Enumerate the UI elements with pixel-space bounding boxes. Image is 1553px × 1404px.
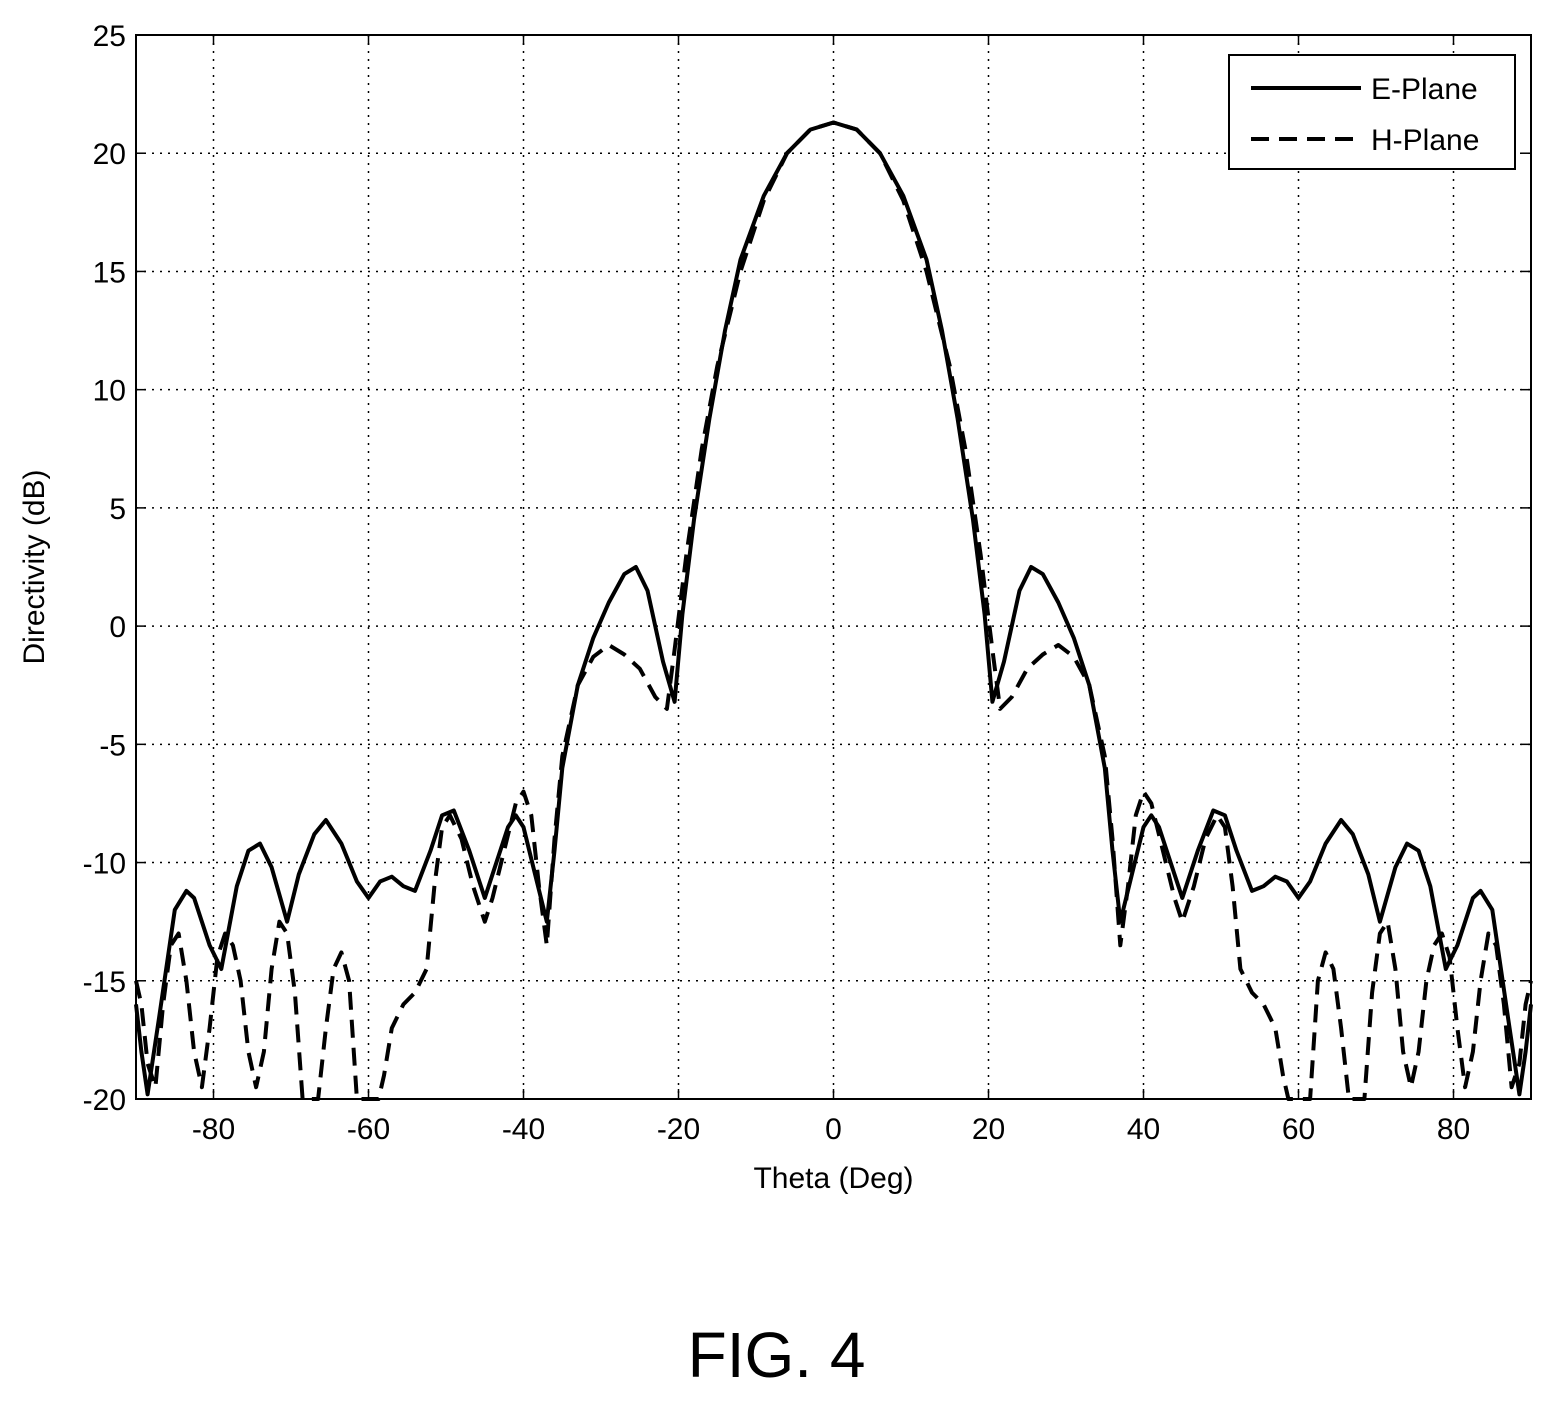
y-tick-labels: -20 -15 -10 -5 0 5 10 15 20 25 — [83, 20, 1531, 1117]
x-tick-label: 20 — [972, 1113, 1005, 1146]
legend-box — [1228, 54, 1516, 170]
y-tick-label: 25 — [93, 20, 126, 53]
directivity-chart: -80 -60 -40 -20 0 20 40 60 80 -20 -15 -10 -5 0 5 10 15 2… — [18, 20, 1533, 1195]
y-tick-label: 0 — [109, 611, 126, 644]
grid-lines — [136, 34, 1531, 1100]
y-tick-label: -20 — [83, 1084, 126, 1117]
x-tick-label: -60 — [347, 1113, 390, 1146]
y-axis-title: Directivity (dB) — [18, 469, 51, 664]
x-tick-label: 80 — [1437, 1113, 1470, 1146]
y-tick-label: -15 — [83, 966, 126, 999]
y-tick-label: 20 — [93, 138, 126, 171]
x-axis-title: Theta (Deg) — [753, 1162, 913, 1195]
x-tick-label: 40 — [1127, 1113, 1160, 1146]
y-tick-label: 10 — [93, 375, 126, 408]
series-line-h-plane — [134, 120, 1533, 1101]
legend-label-h-plane: H-Plane — [1371, 124, 1479, 157]
x-tick-label: 0 — [825, 1113, 842, 1146]
x-tick-label: -80 — [192, 1113, 235, 1146]
x-tick-label: -20 — [657, 1113, 700, 1146]
legend: E-Plane H-Plane — [1228, 54, 1516, 170]
y-tick-label: -10 — [83, 848, 126, 881]
x-tick-label: -40 — [502, 1113, 545, 1146]
y-tick-label: 15 — [93, 256, 126, 289]
series-group — [134, 120, 1533, 1101]
legend-label-e-plane: E-Plane — [1371, 73, 1478, 106]
x-tick-label: 60 — [1282, 1113, 1315, 1146]
y-tick-label: -5 — [99, 729, 126, 762]
figure-caption: FIG. 4 — [687, 1319, 866, 1391]
y-tick-label: 5 — [109, 493, 126, 526]
x-tick-labels: -80 -60 -40 -20 0 20 40 60 80 — [192, 35, 1470, 1146]
